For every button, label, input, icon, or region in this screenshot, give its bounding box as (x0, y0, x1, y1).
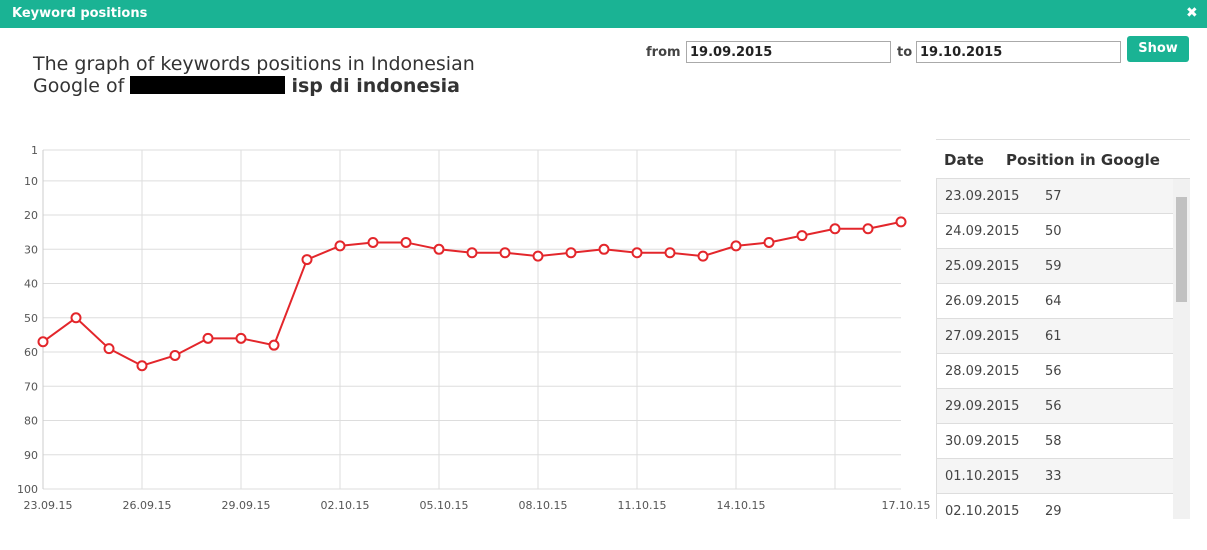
data-point (532, 250, 544, 262)
data-point (169, 349, 181, 361)
data-point (499, 247, 511, 259)
table-cell: 01.10.2015 (945, 469, 1020, 484)
x-tick-label: 29.09.15 (222, 499, 271, 512)
data-point (433, 243, 445, 255)
x-tick-label: 11.10.15 (618, 499, 667, 512)
from-input[interactable]: 19.09.2015 (686, 41, 891, 63)
table-cell: 28.09.2015 (945, 364, 1020, 379)
header-title: Keyword positions (12, 6, 148, 21)
data-point (631, 247, 643, 259)
x-tick-label: 26.09.15 (123, 499, 172, 512)
table-cell: 26.09.2015 (945, 294, 1020, 309)
scrollbar[interactable] (1173, 179, 1190, 519)
y-tick-label: 70 (24, 380, 38, 393)
y-tick-label: 20 (24, 209, 38, 222)
close-button[interactable]: ✖ (1186, 5, 1198, 21)
to-label: to (897, 45, 913, 60)
table-row: 02.10.2015 29 (937, 494, 1173, 519)
header: Keyword positions ✖ (0, 0, 1207, 28)
data-point (136, 360, 148, 372)
keyword: isp di indonesia (291, 75, 460, 97)
data-point (664, 247, 676, 259)
data-point (730, 240, 742, 252)
data-point (268, 339, 280, 351)
data-point (37, 336, 49, 348)
chart-title: The graph of keywords positions in Indon… (33, 53, 483, 97)
y-tick-label: 30 (24, 243, 38, 256)
table-row: 25.09.2015 59 (937, 249, 1173, 284)
data-point (895, 216, 907, 228)
y-tick-label: 10 (24, 175, 38, 188)
table-row: 24.09.2015 50 (937, 214, 1173, 249)
x-tick-label: 02.10.15 (321, 499, 370, 512)
x-tick-label: 05.10.15 (420, 499, 469, 512)
table-row: 26.09.2015 64 (937, 284, 1173, 319)
data-point (103, 343, 115, 355)
table-row: 27.09.2015 61 (937, 319, 1173, 354)
show-button[interactable]: Show (1127, 36, 1189, 62)
table-cell: 33 (1045, 469, 1062, 484)
y-tick-label: 90 (24, 449, 38, 462)
data-point (70, 312, 82, 324)
data-point (796, 230, 808, 242)
table-cell: 30.09.2015 (945, 434, 1020, 449)
table-row: 29.09.2015 56 (937, 389, 1173, 424)
to-input[interactable]: 19.10.2015 (916, 41, 1121, 63)
title-text: The graph of keywords positions in Indon… (33, 53, 475, 97)
table-cell: 24.09.2015 (945, 224, 1020, 239)
data-point (466, 247, 478, 259)
table-cell: 29.09.2015 (945, 399, 1020, 414)
table-cell: 59 (1045, 259, 1062, 274)
data-point (235, 332, 247, 344)
table-body: 23.09.2015 57 24.09.2015 50 25.09.2015 59 26.0… (936, 179, 1190, 519)
table-cell: 61 (1045, 329, 1062, 344)
y-tick-label: 80 (24, 415, 38, 428)
y-tick-label: 50 (24, 312, 38, 325)
table-cell: 02.10.2015 (945, 504, 1020, 519)
from-label: from (646, 45, 681, 60)
table-cell: 64 (1045, 294, 1062, 309)
x-tick-label: 08.10.15 (519, 499, 568, 512)
table-cell: 56 (1045, 364, 1062, 379)
table-cell: 23.09.2015 (945, 189, 1020, 204)
table-cell: 56 (1045, 399, 1062, 414)
column-header: Date (944, 151, 984, 169)
data-point (301, 254, 313, 266)
table-header: Date Position in Google (936, 140, 1190, 179)
data-point (697, 250, 709, 262)
table-cell: 29 (1045, 504, 1062, 519)
y-tick-label: 60 (24, 346, 38, 359)
data-point (202, 332, 214, 344)
table: Date Position in Google 23.09.2015 57 24.0… (936, 139, 1190, 519)
data-point (862, 223, 874, 235)
table-row: 30.09.2015 58 (937, 424, 1173, 459)
column-header: Position in Google (1006, 151, 1160, 169)
y-tick-label: 40 (24, 278, 38, 291)
data-point (367, 236, 379, 248)
redacted (130, 76, 286, 94)
x-tick-label: 17.10.15 (882, 499, 931, 512)
table-cell: 25.09.2015 (945, 259, 1020, 274)
table-row: 28.09.2015 56 (937, 354, 1173, 389)
data-point (334, 240, 346, 252)
x-tick-label: 14.10.15 (717, 499, 766, 512)
y-tick-label: 100 (17, 483, 38, 496)
table-row: 23.09.2015 57 (937, 179, 1173, 214)
chart: 1 10 20 30 40 50 60 70 80 90 100 23.09.15 26.09.15 29… (17, 144, 931, 512)
data-point (400, 236, 412, 248)
table-cell: 50 (1045, 224, 1062, 239)
scroll-thumb[interactable] (1176, 197, 1187, 302)
y-tick-label: 1 (31, 144, 38, 157)
table-row: 01.10.2015 33 (937, 459, 1173, 494)
data-point (565, 247, 577, 259)
table-cell: 58 (1045, 434, 1062, 449)
table-cell: 27.09.2015 (945, 329, 1020, 344)
x-tick-label: 23.09.15 (24, 499, 73, 512)
data-point (829, 223, 841, 235)
data-point (763, 236, 775, 248)
table-cell: 57 (1045, 189, 1062, 204)
data-point (598, 243, 610, 255)
